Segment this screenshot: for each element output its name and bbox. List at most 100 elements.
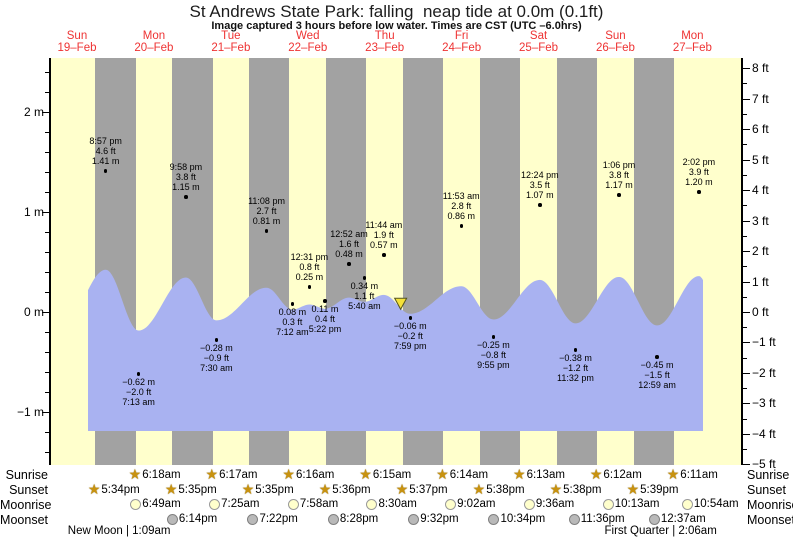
moonrise-event: 9:36am	[523, 498, 574, 510]
moonrise-circle-icon	[445, 498, 457, 510]
tide-label-line: −0.38 m	[559, 353, 592, 363]
tide-event-dot	[362, 276, 367, 280]
y-axis-right-label: −5 ft	[752, 457, 776, 472]
moonrise-time: 7:25am	[221, 498, 260, 510]
sunrise-time: 6:17am	[219, 468, 258, 481]
moonrise-event: 7:25am	[209, 498, 260, 510]
tide-label-line: −0.28 m	[200, 343, 233, 353]
y-axis-right-line	[741, 58, 743, 465]
sunrise-event: ★ 6:16am	[282, 466, 334, 482]
y-axis-right-label: 2 ft	[752, 244, 769, 259]
tide-label-line: −1.5 ft	[644, 370, 670, 380]
tide-label-line: 0.08 m	[278, 307, 307, 317]
tide-event-dot	[538, 203, 542, 207]
sunrise-row-label-left: Sunrise	[5, 468, 48, 482]
moonrise-event: 6:49am	[130, 498, 181, 510]
day-name-label: Tue	[221, 30, 241, 42]
tide-event-dot	[617, 193, 621, 197]
tide-label-line: −0.25 m	[477, 340, 510, 350]
sunrise-time: 6:11am	[680, 468, 718, 481]
sunrise-time: 6:15am	[372, 468, 412, 481]
tide-label-line: −0.45 m	[640, 360, 674, 370]
sunset-event: ★ 5:38pm	[473, 482, 525, 496]
tide-label-line: −0.8 ft	[480, 350, 507, 360]
tide-label-line: 11:08 pm	[248, 196, 285, 206]
tide-label-line: 0.3 ft	[282, 317, 303, 327]
y-axis-right-tick	[743, 174, 747, 176]
y-axis-right-label: 1 ft	[752, 274, 769, 289]
moonrise-time: 10:13am	[614, 498, 660, 510]
low-tide-label: −0.45 m −1.5 ft 12:59 am	[638, 360, 676, 390]
sunset-event: ★ 5:35pm	[165, 482, 217, 496]
high-tide-label: 1:06 pm 3.8 ft 1.17 m	[603, 160, 636, 190]
night-band	[171, 58, 213, 465]
moonset-time: 11:36pm	[580, 513, 625, 525]
sunrise-event: ★ 6:18am	[129, 467, 181, 481]
tide-label-line: 0.57 m	[370, 240, 398, 250]
tide-label-line: 12:31 pm	[290, 252, 329, 262]
moonset-circle-icon	[327, 513, 339, 525]
moonrise-event: 8:30am	[366, 498, 417, 510]
y-axis-left-tick	[45, 352, 49, 353]
tide-event-dot	[103, 169, 108, 173]
tide-label-line: 0.48 m	[335, 249, 363, 259]
moonrise-event: 10:54am	[681, 498, 739, 510]
tide-label-line: 11:53 am	[442, 191, 480, 201]
sunset-time: 5:34pm	[101, 483, 140, 496]
high-tide-label: 11:44 am 1.9 ft 0.57 m	[365, 220, 402, 250]
tide-event-dot	[323, 299, 327, 303]
moonset-time: 10:34pm	[500, 513, 546, 525]
moonrise-circle-icon	[523, 498, 535, 510]
y-axis-right-label: 0 ft	[752, 305, 769, 319]
sunrise-time: 6:12am	[603, 468, 642, 481]
y-axis-left-label: 1 m	[23, 205, 44, 219]
moonrise-circle-icon	[602, 498, 614, 510]
tide-label-line: 1.17 m	[605, 180, 633, 190]
y-axis-right-tick	[743, 296, 747, 298]
sunrise-event: ★ 6:14am	[436, 467, 488, 481]
day-name-label: Fri	[454, 30, 469, 42]
low-tide-label: −0.62 m −2.0 ft 7:13 am	[122, 377, 155, 407]
day-name-label: Sun	[66, 30, 88, 42]
high-tide-label: 11:08 pm 2.7 ft 0.81 m	[248, 196, 285, 226]
moonrise-circle-icon	[209, 498, 221, 510]
tide-label-line: 8:57 pm	[89, 136, 122, 146]
y-axis-left-label: −1 m	[16, 405, 44, 419]
y-axis-right-tick	[743, 464, 750, 466]
moonrise-event: 10:13am	[602, 498, 660, 510]
tide-label-line: −0.62 m	[122, 377, 155, 387]
sunset-time: 5:36pm	[332, 483, 371, 496]
tide-label-line: 1.15 m	[172, 182, 200, 192]
y-axis-left-line	[49, 58, 51, 465]
moonrise-event: 9:02am	[445, 498, 495, 510]
moonset-event: 9:32pm	[408, 513, 459, 525]
day-name-label: Wed	[296, 30, 320, 42]
y-axis-right-tick	[743, 98, 750, 100]
sunrise-event: ★ 6:15am	[359, 467, 412, 481]
y-axis-right-label: −3 ft	[752, 396, 776, 411]
y-axis-left-label: 0 m	[23, 305, 44, 319]
y-axis-left-tick	[45, 72, 49, 73]
y-axis-left-tick	[45, 232, 49, 233]
sun-star-icon: ★	[549, 481, 563, 497]
moon-phase-label: First Quarter | 2:06am	[604, 525, 717, 537]
night-band	[479, 58, 520, 465]
sunset-time: 5:35pm	[255, 483, 294, 496]
day-name-label: Mon	[142, 30, 166, 42]
sunset-event: ★ 5:39pm	[627, 482, 679, 496]
day-date-label: 20–Feb	[134, 42, 174, 54]
tide-event-dot	[214, 338, 219, 342]
y-axis-right-tick	[743, 327, 747, 329]
y-axis-left-tick	[45, 152, 49, 153]
sunset-time: 5:39pm	[640, 483, 679, 496]
y-axis-left-tick	[45, 272, 49, 273]
sunset-time: 5:35pm	[178, 483, 217, 496]
tide-event-dot	[264, 229, 269, 233]
sun-star-icon: ★	[282, 466, 295, 482]
day-date-label: 19–Feb	[57, 42, 97, 54]
moonset-event: 11:36pm	[568, 513, 625, 525]
moonset-circle-icon	[408, 513, 420, 525]
y-axis-right-tick	[743, 113, 747, 115]
day-date-label: 22–Feb	[288, 42, 328, 54]
tide-label-line: 4.6 ft	[95, 146, 116, 156]
